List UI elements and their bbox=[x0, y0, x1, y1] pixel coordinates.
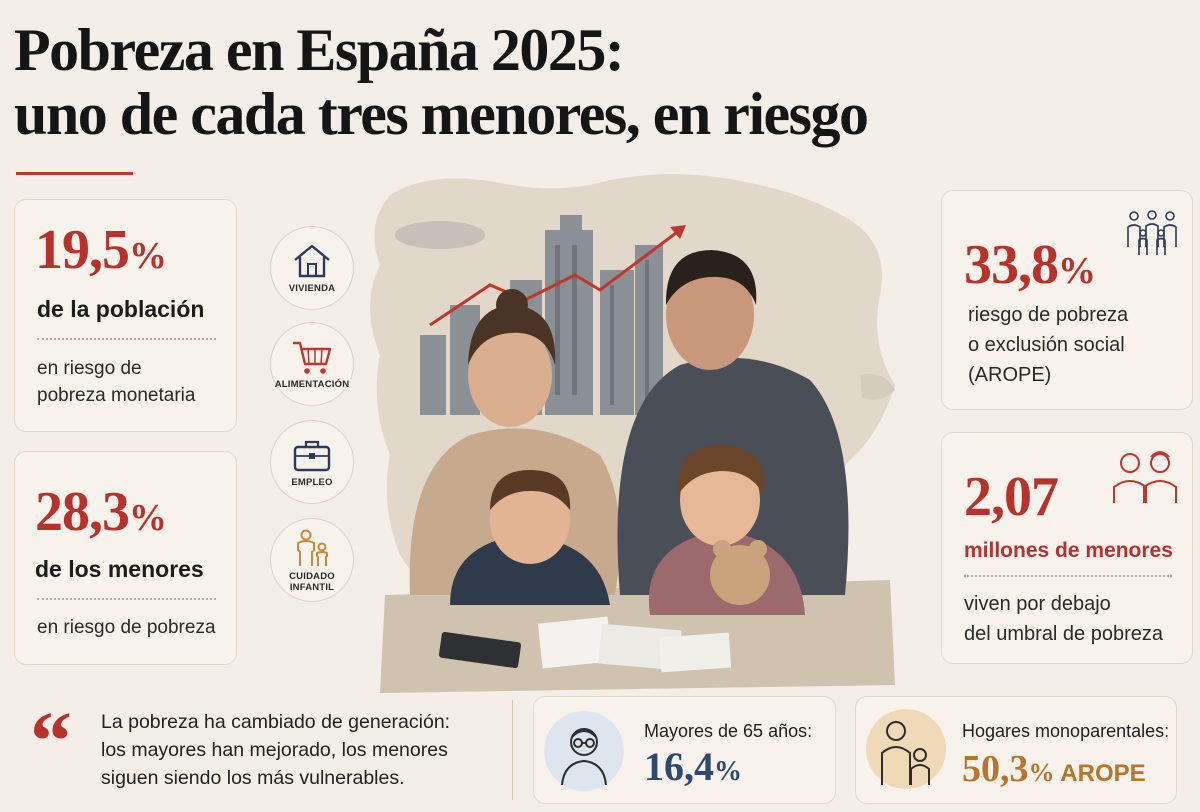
stat-label: viven por debajo del umbral de pobreza bbox=[964, 593, 1164, 645]
divider bbox=[37, 598, 216, 600]
quote-mark: “ bbox=[30, 695, 72, 788]
single-parent-icon bbox=[881, 721, 930, 785]
children-icon bbox=[1113, 451, 1177, 503]
briefcase-icon bbox=[293, 440, 331, 472]
stat-label: en riesgo de pobreza monetaria bbox=[37, 358, 196, 406]
teddy-bear bbox=[710, 545, 770, 605]
stat-value: 33,8% bbox=[964, 234, 1096, 296]
elderly-avatar bbox=[544, 711, 624, 791]
divider bbox=[964, 575, 1172, 577]
stat-label-strong: millones de menores bbox=[964, 539, 1173, 562]
bottom-card-label: Mayores de 65 años: bbox=[644, 721, 813, 741]
quote-text: La pobreza ha cambiado de generación: lo… bbox=[101, 711, 451, 789]
divider bbox=[37, 338, 216, 340]
category-cuidado-infantil: CUIDADO INFANTIL bbox=[270, 518, 354, 602]
stat-value: 2,07 bbox=[964, 466, 1059, 528]
title-line-1: Pobreza en España 2025: bbox=[14, 17, 625, 83]
cart-icon bbox=[293, 341, 332, 374]
bottom-card-label: Hogares monoparentales: bbox=[962, 721, 1170, 741]
family-icon bbox=[1127, 210, 1177, 255]
stat-card-minors: 28,3% de los menores en riesgo de pobrez… bbox=[14, 451, 237, 665]
vertical-divider bbox=[512, 700, 513, 800]
rising-trend-arrow bbox=[429, 228, 681, 327]
calculator bbox=[438, 631, 522, 669]
stat-label: riesgo de pobreza o exclusión social (AR… bbox=[968, 304, 1129, 386]
bottom-card-value: 50,3% AROPE bbox=[962, 748, 1146, 790]
bottom-card-single-parent: Hogares monoparentales: 50,3% AROPE bbox=[855, 696, 1177, 804]
family-illustration bbox=[370, 174, 895, 693]
title-line-2: uno de cada tres menores, en riesgo bbox=[14, 81, 869, 147]
stat-card-millions-minors: 2,07 millones de menores viven por debaj… bbox=[941, 432, 1193, 664]
stat-card-arope: 33,8% riesgo de pobreza o exclusión soci… bbox=[941, 190, 1193, 410]
single-parent-avatar bbox=[866, 709, 946, 789]
category-vivienda: VIVIENDA bbox=[270, 226, 354, 310]
stat-value: 19,5% bbox=[35, 219, 167, 281]
category-label: CUIDADO INFANTIL bbox=[289, 570, 335, 593]
category-empleo: EMPLEO bbox=[270, 420, 354, 504]
papers-on-table bbox=[537, 616, 732, 673]
bottom-card-value: 16,4% bbox=[644, 744, 742, 789]
category-label: ALIMENTACIÓN bbox=[274, 379, 350, 390]
elderly-person-icon bbox=[561, 728, 607, 786]
stat-value: 28,3% bbox=[35, 481, 167, 543]
stat-card-population: 19,5% de la población en riesgo de pobre… bbox=[14, 199, 237, 432]
parent-child-icon bbox=[297, 529, 328, 566]
stat-label: en riesgo de pobreza bbox=[37, 617, 216, 638]
category-label: VIVIENDA bbox=[288, 283, 336, 294]
page-title: Pobreza en España 2025: uno de cada tres… bbox=[14, 18, 1184, 146]
stat-label-strong: de la población bbox=[37, 296, 205, 322]
category-label: EMPLEO bbox=[291, 477, 333, 488]
house-icon bbox=[294, 244, 330, 278]
stat-label-strong: de los menores bbox=[35, 556, 204, 582]
bottom-card-elderly: Mayores de 65 años: 16,4% bbox=[533, 696, 836, 804]
category-alimentacion: ALIMENTACIÓN bbox=[270, 322, 354, 406]
title-underline bbox=[16, 172, 133, 175]
